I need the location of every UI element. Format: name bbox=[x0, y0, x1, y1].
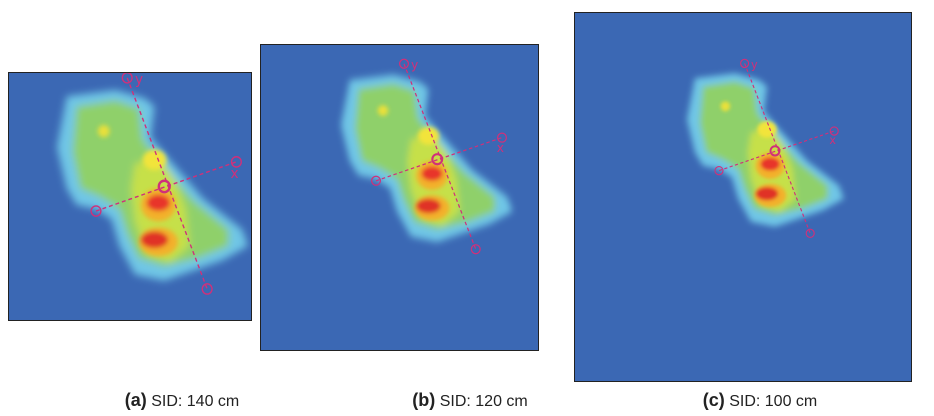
panel-label: (b) bbox=[412, 390, 435, 410]
panel-label: (a) bbox=[125, 390, 147, 410]
y-axis-label: y bbox=[135, 73, 143, 88]
y-axis-label: y bbox=[751, 57, 758, 71]
caption-text: SID: 140 cm bbox=[151, 393, 239, 410]
caption: (a) SID: 140 cm bbox=[125, 390, 239, 411]
x-axis-label: x bbox=[829, 133, 836, 147]
x-axis-label: x bbox=[497, 140, 504, 155]
dose-map: y x bbox=[575, 13, 911, 381]
caption: (b) SID: 120 cm bbox=[412, 390, 527, 411]
dose-map: y x bbox=[9, 73, 251, 320]
caption-text: SID: 100 cm bbox=[729, 393, 817, 410]
dose-map-content: y x bbox=[687, 57, 844, 237]
dose-image bbox=[57, 73, 248, 294]
panel-c: y x bbox=[574, 12, 912, 382]
panel-label: (c) bbox=[703, 390, 725, 410]
caption: (c) SID: 100 cm bbox=[703, 390, 817, 411]
panel-b: y x bbox=[260, 44, 539, 351]
panel-a: y x bbox=[8, 72, 252, 321]
y-axis-label: y bbox=[411, 57, 418, 72]
dose-map-content: y x bbox=[341, 57, 513, 254]
figure: {"panels": [ {"label": "(a)", "caption":… bbox=[0, 0, 934, 416]
dose-image bbox=[341, 59, 513, 253]
dose-map-content: y x bbox=[57, 73, 248, 294]
x-axis-label: x bbox=[231, 166, 239, 182]
caption-text: SID: 120 cm bbox=[440, 393, 528, 410]
dose-image bbox=[687, 59, 844, 237]
dose-map: y x bbox=[261, 45, 538, 350]
